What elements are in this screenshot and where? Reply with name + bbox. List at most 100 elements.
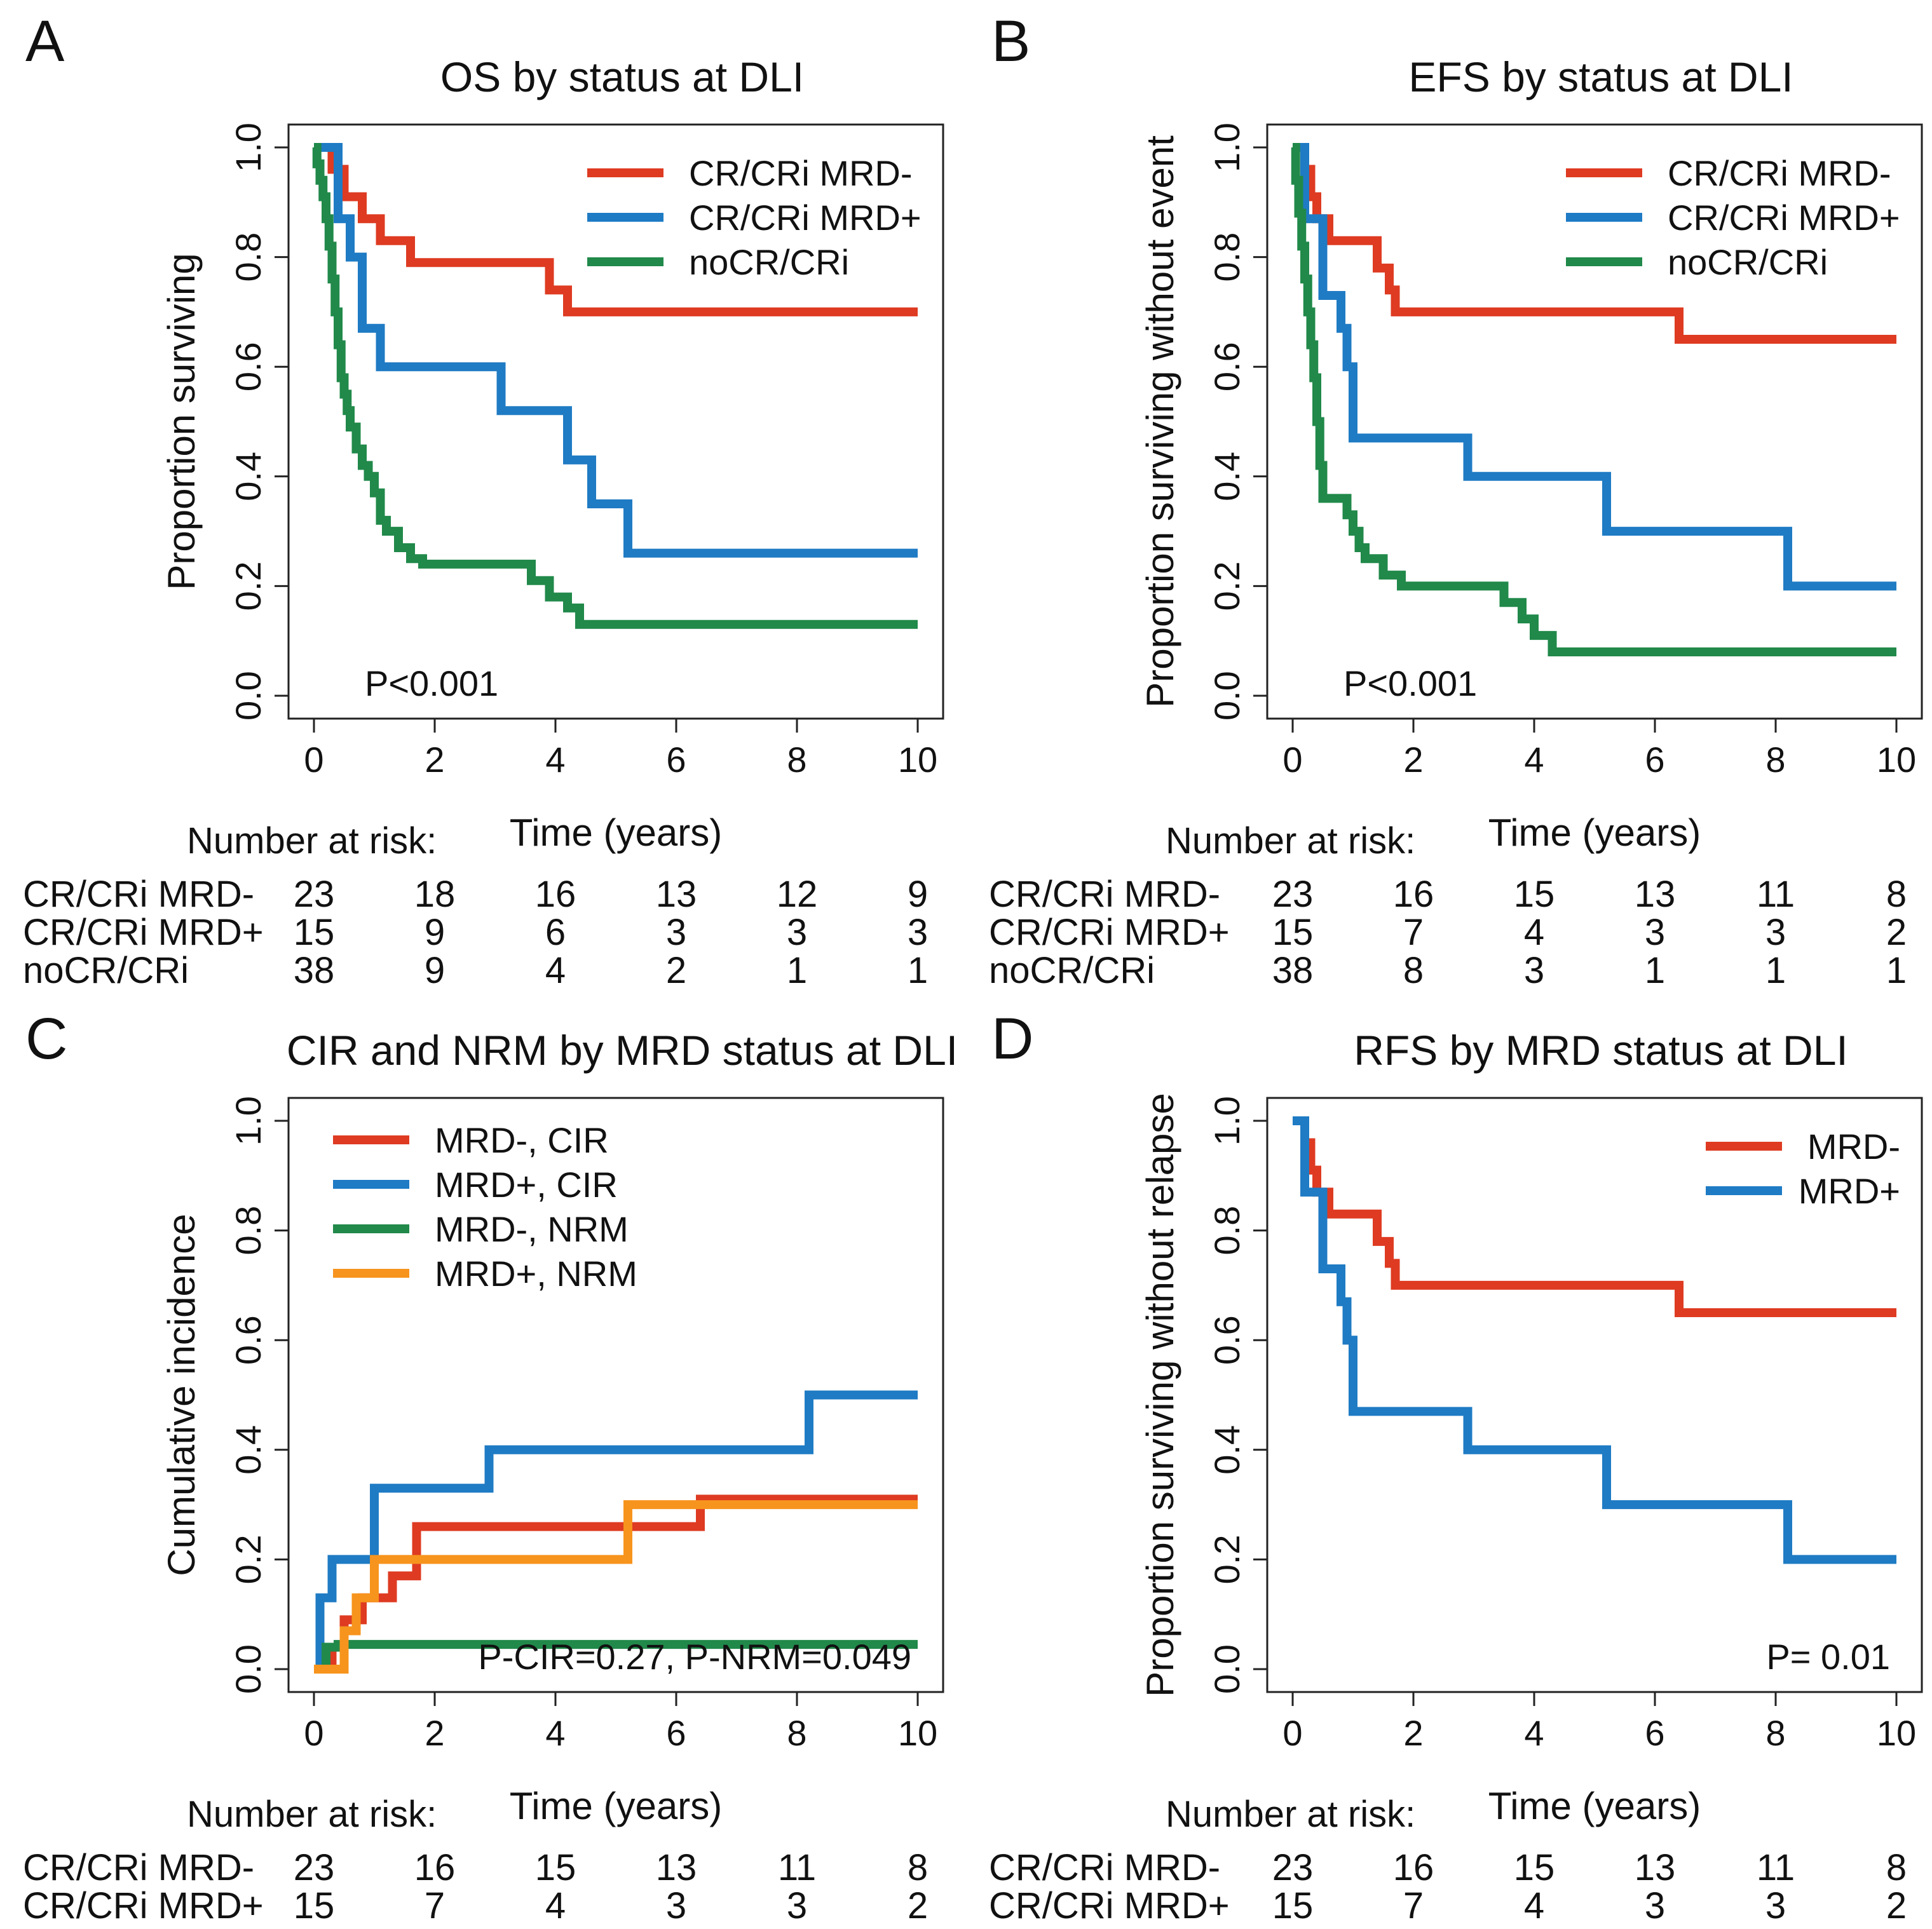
y-tick-label: 0.8 [228,1206,268,1256]
risk-row-label: CR/CRi MRD- [989,1847,1220,1888]
risk-count: 16 [1393,1847,1434,1888]
risk-row-label: CR/CRi MRD+ [989,912,1230,953]
risk-count: 15 [1514,874,1555,915]
risk-count: 3 [666,912,686,953]
risk-count: 11 [1757,1847,1795,1888]
series-line-nocr-cri [312,143,918,629]
risk-row-label: CR/CRi MRD+ [23,912,264,953]
risk-table: Number at risk:CR/CRi MRD- 23 16 15 13 11 8CR/… [989,820,1907,991]
risk-table-header: Number at risk: [187,1794,437,1835]
risk-count: 1 [1886,950,1907,991]
y-tick-label: 0.6 [228,1315,268,1365]
series-line-cr-cri-mrd- [314,143,918,558]
risk-count: 38 [1272,950,1314,991]
risk-count: 1 [1765,950,1786,991]
x-tick-label: 4 [1524,740,1544,780]
risk-row-label: noCR/CRi [23,950,189,991]
x-axis-label: Time (years) [1488,811,1701,854]
y-tick-label: 1.0 [228,1096,268,1146]
risk-count: 15 [294,912,335,953]
series-line-nocr-cri [1291,143,1896,656]
y-tick-label: 0.2 [1207,561,1247,611]
risk-count: 12 [777,874,818,915]
chart-title: EFS by status at DLI [1408,53,1793,100]
risk-count: 13 [1635,1847,1676,1888]
series-line-mrd-cir [314,1390,918,1674]
y-tick-label: 0.6 [1207,342,1247,391]
risk-count: 11 [778,1847,816,1888]
risk-count: 15 [1514,1847,1555,1888]
p-value-annotation: P-CIR=0.27, P-NRM=0.049 [478,1637,911,1677]
x-axis-label: Time (years) [510,1785,722,1827]
y-axis-label: Proportion surviving [160,253,203,590]
risk-row-label: noCR/CRi [989,950,1155,991]
legend-label: noCR/CRi [1668,242,1828,282]
y-tick-label: 0.8 [228,233,268,282]
risk-row-label: CR/CRi MRD- [989,874,1220,915]
risk-count: 13 [1635,874,1676,915]
risk-count: 3 [908,912,928,953]
legend-label: MRD+, NRM [435,1254,637,1294]
risk-table-header: Number at risk: [1166,1794,1415,1835]
x-tick-label: 10 [898,740,937,780]
x-tick-label: 6 [666,740,686,780]
risk-count: 8 [1886,1847,1907,1888]
y-tick-label: 1.0 [228,123,268,172]
x-tick-label: 8 [787,740,806,780]
legend-label: MRD+, CIR [435,1165,618,1205]
risk-count: 9 [425,950,445,991]
x-tick-label: 4 [1524,1713,1544,1753]
legend-label: CR/CRi MRD+ [1668,198,1900,238]
risk-count: 9 [425,912,445,953]
risk-count: 3 [1765,1885,1786,1926]
risk-count: 23 [1272,874,1314,915]
risk-count: 13 [656,1847,697,1888]
risk-count: 8 [1403,950,1424,991]
chart-title: CIR and NRM by MRD status at DLI [287,1027,958,1074]
y-tick-label: 0.4 [1207,452,1247,501]
risk-count: 23 [294,874,335,915]
panel-letter: D [991,1006,1033,1071]
legend-label: CR/CRi MRD- [689,153,913,193]
risk-count: 11 [1757,874,1795,915]
risk-count: 16 [1393,874,1434,915]
x-tick-label: 2 [425,740,444,780]
risk-count: 1 [908,950,928,991]
series-line-cr-cri-mrd- [1293,143,1896,591]
y-tick-label: 0.6 [1207,1315,1247,1365]
x-axis-label: Time (years) [510,811,722,854]
chart-title: OS by status at DLI [440,53,804,100]
y-tick-label: 0.2 [1207,1534,1247,1584]
risk-count: 13 [656,874,697,915]
x-tick-label: 2 [1403,740,1423,780]
p-value-annotation: P<0.001 [365,663,498,703]
risk-row-label: CR/CRi MRD+ [989,1885,1230,1926]
panel-b: B EFS by status at DLI 0 2 4 6 8 10 0.0 0.2 0.4 0.6… [989,9,1923,991]
risk-count: 38 [294,950,335,991]
y-tick-label: 0.8 [1207,1206,1247,1256]
x-tick-label: 6 [1645,740,1664,780]
y-axis-label: Proportion surviving without event [1139,135,1181,708]
series-line-mrd-nrm [314,1500,918,1674]
y-axis-label: Cumulative incidence [160,1214,203,1576]
risk-table: Number at risk:CR/CRi MRD- 23 16 15 13 11 8CR/… [989,1794,1907,1926]
risk-count: 4 [1524,912,1544,953]
risk-count: 7 [1403,912,1424,953]
risk-count: 3 [787,912,807,953]
x-tick-label: 0 [1282,740,1302,780]
x-axis-label: Time (years) [1488,1785,1701,1827]
risk-table-header: Number at risk: [187,820,437,862]
risk-row-label: CR/CRi MRD- [23,1847,254,1888]
y-tick-label: 1.0 [1207,1096,1247,1146]
x-tick-label: 0 [1282,1713,1302,1753]
x-tick-label: 2 [425,1713,444,1753]
risk-count: 3 [1645,1885,1665,1926]
legend-label: MRD+ [1799,1171,1900,1211]
risk-count: 6 [545,912,566,953]
series-line-cr-cri-mrd- [1293,143,1896,344]
risk-count: 3 [787,1885,807,1926]
risk-count: 3 [1645,912,1665,953]
y-tick-label: 0.2 [228,561,268,611]
